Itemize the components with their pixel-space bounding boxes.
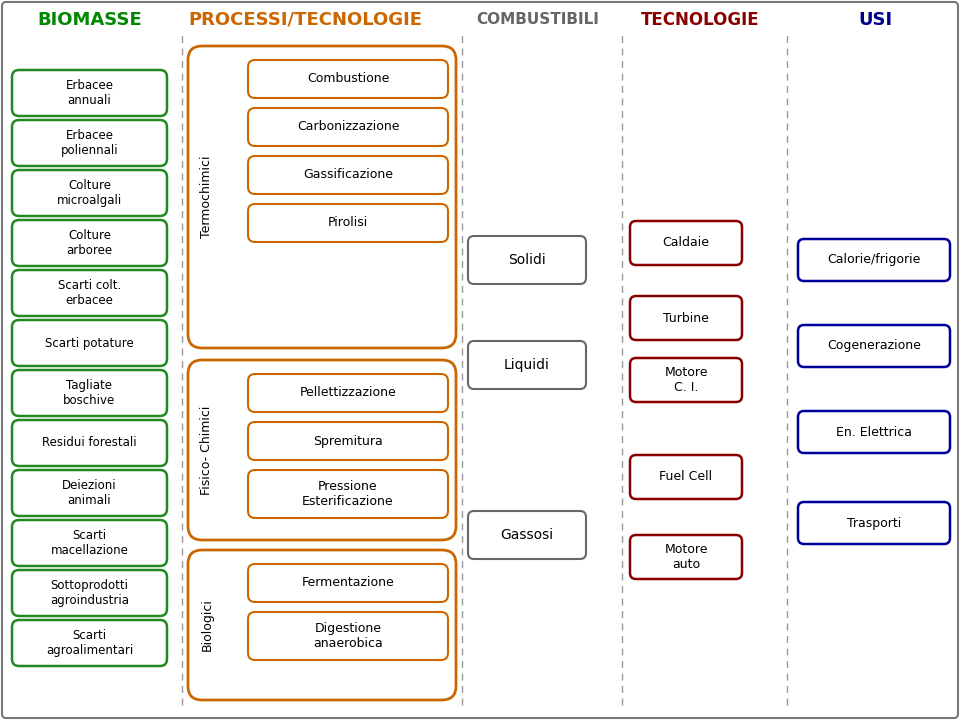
FancyBboxPatch shape <box>630 296 742 340</box>
Text: Caldaie: Caldaie <box>662 236 709 250</box>
Text: USI: USI <box>858 11 892 29</box>
Text: Scarti
macellazione: Scarti macellazione <box>51 529 129 557</box>
Text: Fermentazione: Fermentazione <box>301 577 395 590</box>
FancyBboxPatch shape <box>12 420 167 466</box>
Text: Motore
auto: Motore auto <box>664 543 708 571</box>
FancyBboxPatch shape <box>12 270 167 316</box>
FancyBboxPatch shape <box>248 60 448 98</box>
Text: Cogenerazione: Cogenerazione <box>828 340 921 353</box>
Text: Residui forestali: Residui forestali <box>42 436 137 449</box>
FancyBboxPatch shape <box>12 170 167 216</box>
Text: Digestione
anaerobica: Digestione anaerobica <box>313 622 383 650</box>
FancyBboxPatch shape <box>248 374 448 412</box>
Text: Liquidi: Liquidi <box>504 358 550 372</box>
FancyBboxPatch shape <box>12 320 167 366</box>
FancyBboxPatch shape <box>248 612 448 660</box>
FancyBboxPatch shape <box>12 370 167 416</box>
FancyBboxPatch shape <box>188 550 456 700</box>
Text: Tagliate
boschive: Tagliate boschive <box>63 379 115 407</box>
FancyBboxPatch shape <box>248 564 448 602</box>
Text: En. Elettrica: En. Elettrica <box>836 426 912 438</box>
FancyBboxPatch shape <box>248 204 448 242</box>
FancyBboxPatch shape <box>248 470 448 518</box>
FancyBboxPatch shape <box>248 156 448 194</box>
FancyBboxPatch shape <box>12 470 167 516</box>
FancyBboxPatch shape <box>248 422 448 460</box>
FancyBboxPatch shape <box>12 570 167 616</box>
FancyBboxPatch shape <box>468 236 586 284</box>
Text: Erbacee
annuali: Erbacee annuali <box>65 79 113 107</box>
FancyBboxPatch shape <box>798 502 950 544</box>
Text: Solidi: Solidi <box>508 253 546 267</box>
Text: Spremitura: Spremitura <box>313 434 383 448</box>
FancyBboxPatch shape <box>188 360 456 540</box>
Text: Sottoprodotti
agroindustria: Sottoprodotti agroindustria <box>50 579 129 607</box>
FancyBboxPatch shape <box>12 70 167 116</box>
FancyBboxPatch shape <box>798 325 950 367</box>
FancyBboxPatch shape <box>188 46 456 348</box>
Text: Scarti potature: Scarti potature <box>45 336 133 349</box>
FancyBboxPatch shape <box>12 120 167 166</box>
Text: Pellettizzazione: Pellettizzazione <box>300 387 396 400</box>
FancyBboxPatch shape <box>630 358 742 402</box>
Text: Gassificazione: Gassificazione <box>303 168 393 181</box>
Text: Scarti
agroalimentari: Scarti agroalimentari <box>46 629 133 657</box>
Text: Pirolisi: Pirolisi <box>328 217 368 230</box>
FancyBboxPatch shape <box>630 221 742 265</box>
Text: Biologici: Biologici <box>201 598 213 652</box>
Text: Calorie/frigorie: Calorie/frigorie <box>828 253 921 266</box>
FancyBboxPatch shape <box>248 108 448 146</box>
Text: Scarti colt.
erbacee: Scarti colt. erbacee <box>58 279 121 307</box>
Text: Fisico- Chimici: Fisico- Chimici <box>201 405 213 495</box>
FancyBboxPatch shape <box>12 220 167 266</box>
FancyBboxPatch shape <box>468 341 586 389</box>
Text: Erbacee
poliennali: Erbacee poliennali <box>60 129 118 157</box>
Text: Deiezioni
animali: Deiezioni animali <box>62 479 117 507</box>
FancyBboxPatch shape <box>798 411 950 453</box>
Text: Colture
microalgali: Colture microalgali <box>57 179 122 207</box>
Text: PROCESSI/TECNOLOGIE: PROCESSI/TECNOLOGIE <box>188 11 422 29</box>
FancyBboxPatch shape <box>468 511 586 559</box>
FancyBboxPatch shape <box>12 520 167 566</box>
FancyBboxPatch shape <box>630 535 742 579</box>
Text: Carbonizzazione: Carbonizzazione <box>297 120 399 133</box>
Text: Termochimici: Termochimici <box>201 156 213 238</box>
Text: Colture
arboree: Colture arboree <box>66 229 112 257</box>
FancyBboxPatch shape <box>798 239 950 281</box>
Text: TECNOLOGIE: TECNOLOGIE <box>640 11 759 29</box>
FancyBboxPatch shape <box>12 620 167 666</box>
Text: COMBUSTIBILI: COMBUSTIBILI <box>476 12 599 27</box>
Text: Pressione
Esterificazione: Pressione Esterificazione <box>302 480 394 508</box>
Text: Motore
C. I.: Motore C. I. <box>664 366 708 394</box>
FancyBboxPatch shape <box>630 455 742 499</box>
Text: Trasporti: Trasporti <box>847 516 901 529</box>
Text: Combustione: Combustione <box>307 73 389 86</box>
Text: BIOMASSE: BIOMASSE <box>37 11 142 29</box>
Text: Fuel Cell: Fuel Cell <box>660 470 712 484</box>
Text: Turbine: Turbine <box>663 312 708 325</box>
Text: Gassosi: Gassosi <box>500 528 554 542</box>
